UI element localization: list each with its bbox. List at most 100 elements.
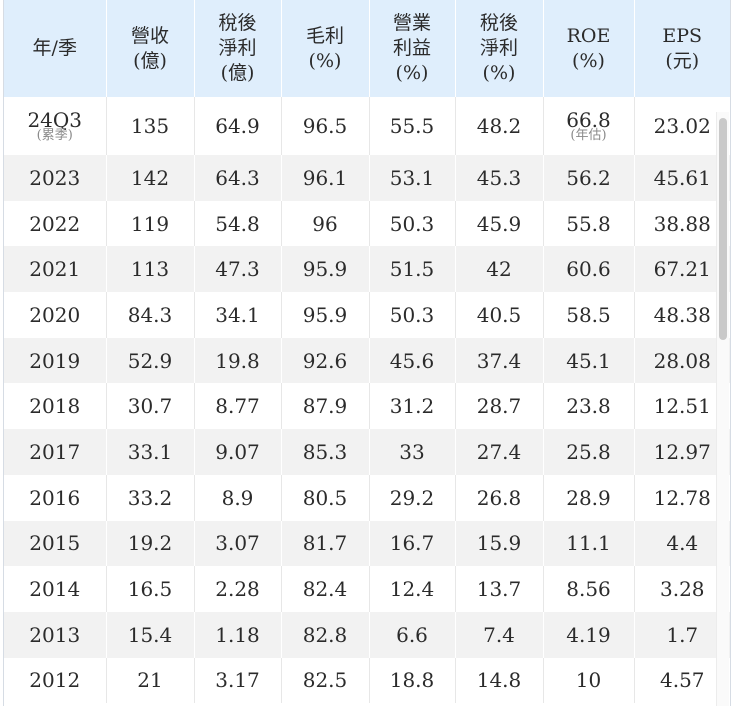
- cell-operating-margin: 12.4: [368, 566, 455, 612]
- cell-gross-margin: 95.9: [280, 246, 369, 293]
- cell-period: 2016: [4, 474, 106, 521]
- cell-eps: 48.38: [633, 292, 730, 338]
- cell-roe: 58.5: [542, 292, 634, 338]
- table-row: 2015 19.2 3.07 81.7 16.7 15.9 11.1 4.4: [4, 520, 730, 567]
- cell-net-income: 2.28: [193, 566, 281, 612]
- cell-gross-margin: 96.5: [280, 97, 369, 155]
- cell-roe: 10: [542, 657, 634, 704]
- column-header-line: ROE: [566, 24, 611, 47]
- cell-revenue: 15.4: [105, 611, 194, 658]
- table-row: 2021 113 47.3 95.9 51.5 42 60.6 67.21: [4, 246, 730, 293]
- header-row: 年/季 營收 (億) 稅後 淨利 (億) 毛利 (%) 營業 利益 (%) 稅後 淨利 (%) ROE (%)…: [4, 0, 730, 97]
- cell-gross-margin: 82.5: [280, 657, 369, 704]
- cell-gross-margin: 85.3: [280, 429, 369, 475]
- column-header-revenue: 營收 (億): [105, 0, 194, 97]
- cell-roe: 25.8: [542, 429, 634, 475]
- cell-operating-margin: 53.1: [368, 155, 455, 201]
- cell-gross-margin: 92.6: [280, 337, 369, 384]
- column-header-line: 淨利: [218, 37, 257, 59]
- cell-net-income: 3.17: [193, 657, 281, 704]
- cell-revenue: 113: [105, 246, 194, 293]
- cell-roe: 28.9: [542, 474, 634, 521]
- table-header: 年/季 營收 (億) 稅後 淨利 (億) 毛利 (%) 營業 利益 (%) 稅後 淨利 (%) ROE (%)…: [4, 0, 730, 97]
- cell-operating-margin: 6.6: [368, 611, 455, 658]
- cell-net-margin: 15.9: [454, 520, 543, 567]
- cell-operating-margin: 29.2: [368, 474, 455, 521]
- cell-roe: 23.8: [542, 383, 634, 430]
- column-header-line: (億): [220, 62, 255, 84]
- cell-gross-margin: 82.4: [280, 566, 369, 612]
- cell-operating-margin: 55.5: [368, 97, 455, 155]
- table-row: 2012 21 3.17 82.5 18.8 14.8 10 4.57: [4, 657, 730, 704]
- cell-eps: 23.02: [633, 97, 730, 155]
- cell-revenue: 142: [105, 155, 194, 201]
- table-row: 2022 119 54.8 96 50.3 45.9 55.8 38.88: [4, 200, 730, 247]
- cell-gross-margin: 87.9: [280, 383, 369, 430]
- cell-period: 2018: [4, 383, 106, 430]
- cell-gross-margin: 96.1: [280, 155, 369, 201]
- scrollbar-thumb[interactable]: [719, 118, 727, 340]
- cell-operating-margin: 50.3: [368, 200, 455, 247]
- cell-revenue: 135: [105, 97, 194, 155]
- cell-gross-margin: 81.7: [280, 520, 369, 567]
- cell-roe: 8.56: [542, 566, 634, 612]
- cell-roe: 11.1: [542, 520, 634, 567]
- table-row: 2014 16.5 2.28 82.4 12.4 13.7 8.56 3.28: [4, 566, 730, 612]
- cell-operating-margin: 18.8: [368, 657, 455, 704]
- cell-operating-margin: 45.6: [368, 337, 455, 384]
- cell-net-margin: 48.2: [454, 97, 543, 155]
- cell-net-margin: 45.9: [454, 200, 543, 247]
- cell-net-income: 64.3: [193, 155, 281, 201]
- column-header-line: (元): [665, 49, 700, 72]
- cell-net-income: 3.07: [193, 520, 281, 567]
- cell-eps: 4.4: [633, 520, 730, 567]
- column-header-eps: EPS (元): [633, 0, 730, 97]
- cell-eps: 45.61: [633, 155, 730, 201]
- column-header-line: (億): [133, 49, 167, 72]
- column-header-line: 年/季: [32, 37, 77, 59]
- financial-table-container: 年/季 營收 (億) 稅後 淨利 (億) 毛利 (%) 營業 利益 (%) 稅後 淨利 (%) ROE (%)…: [3, 0, 731, 706]
- cell-net-margin: 28.7: [454, 383, 543, 430]
- cell-net-margin: 37.4: [454, 337, 543, 384]
- column-header-net-income: 稅後淨利 (億): [193, 0, 281, 97]
- cell-eps: 28.08: [633, 337, 730, 384]
- table-row: 2023 142 64.3 96.1 53.1 45.3 56.2 45.61: [4, 155, 730, 201]
- column-header-line: 稅後: [218, 12, 257, 34]
- cell-operating-margin: 33: [368, 429, 455, 475]
- cell-net-income: 54.8: [193, 200, 281, 247]
- cell-period: 2023: [4, 155, 106, 201]
- cell-roe: 56.2: [542, 155, 634, 201]
- cell-period: 2021: [4, 246, 106, 293]
- cell-roe: 45.1: [542, 337, 634, 384]
- cell-net-margin: 7.4: [454, 611, 543, 658]
- cell-revenue: 16.5: [105, 566, 194, 612]
- cell-operating-margin: 16.7: [368, 520, 455, 567]
- roe-note: (年估): [570, 128, 607, 143]
- financial-summary-table: 年/季 營收 (億) 稅後 淨利 (億) 毛利 (%) 營業 利益 (%) 稅後 淨利 (%) ROE (%)…: [4, 0, 730, 704]
- cell-eps: 1.7: [633, 611, 730, 658]
- cell-gross-margin: 96: [280, 200, 369, 247]
- cell-period: 2014: [4, 566, 106, 612]
- cell-revenue: 119: [105, 200, 194, 247]
- cell-eps: 12.51: [633, 383, 730, 430]
- cell-revenue: 30.7: [105, 383, 194, 430]
- cell-revenue: 33.1: [105, 429, 194, 475]
- cell-revenue: 33.2: [105, 474, 194, 521]
- cell-net-income: 34.1: [193, 292, 281, 338]
- cell-period: 2012: [4, 657, 106, 704]
- cell-net-income: 8.77: [193, 383, 281, 430]
- cell-period: 24Q3 (累季): [4, 97, 106, 155]
- cell-net-income: 8.9: [193, 474, 281, 521]
- cell-period: 2022: [4, 200, 106, 247]
- cell-operating-margin: 51.5: [368, 246, 455, 293]
- cell-net-income: 47.3: [193, 246, 281, 293]
- cell-net-margin: 45.3: [454, 155, 543, 201]
- cell-eps: 12.78: [633, 474, 730, 521]
- cell-gross-margin: 80.5: [280, 474, 369, 521]
- roe-value: 66.8: [566, 108, 611, 132]
- cell-operating-margin: 31.2: [368, 383, 455, 430]
- period-note: (累季): [36, 128, 73, 143]
- cell-roe: 4.19: [542, 611, 634, 658]
- table-row: 2013 15.4 1.18 82.8 6.6 7.4 4.19 1.7: [4, 611, 730, 658]
- column-header-gross-margin: 毛利 (%): [280, 0, 369, 97]
